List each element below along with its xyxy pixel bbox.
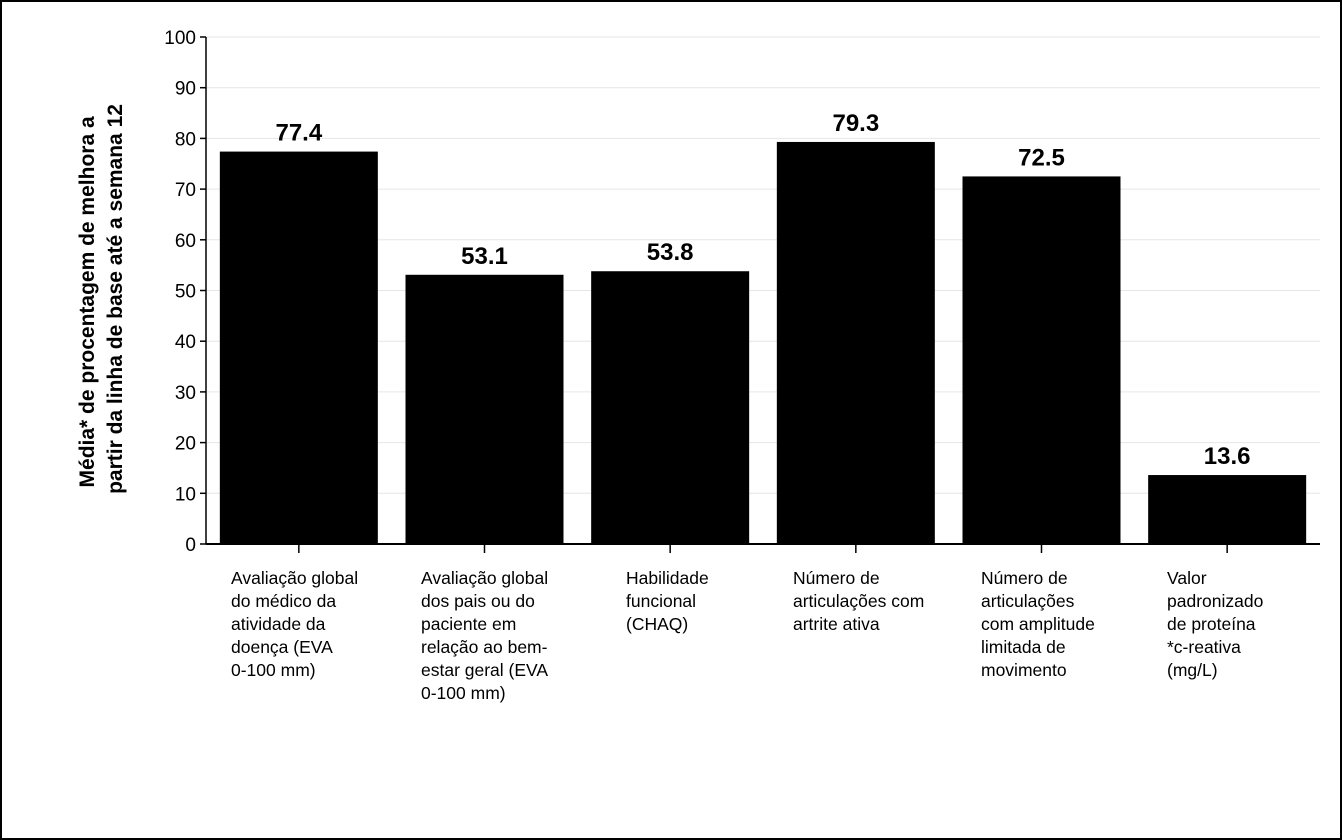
category-label: Avaliação global do médico da atividade … xyxy=(231,568,359,680)
bar xyxy=(219,151,378,544)
bar xyxy=(776,141,935,544)
y-axis-ticks: 0 10 20 30 40 50 60 70 80 90 100 xyxy=(164,28,206,556)
category-label: Avaliação global dos pais ou do paciente… xyxy=(421,568,549,703)
bar-value-label: 79.3 xyxy=(832,110,879,137)
y-axis-title-line-1: Média* de procentagem de melhora a xyxy=(76,116,99,487)
bars xyxy=(219,141,1307,545)
y-tick-label: 60 xyxy=(175,231,196,252)
x-axis-ticks xyxy=(298,544,1228,553)
y-tick-label: 50 xyxy=(175,282,196,303)
y-axis-title-line-2: partir da linha de base até a semana 12 xyxy=(104,104,127,494)
y-tick-label: 0 xyxy=(185,535,196,556)
bar-value-label: 72.5 xyxy=(1018,144,1065,171)
bar xyxy=(405,274,564,544)
bar-value-label: 77.4 xyxy=(275,120,322,147)
y-tick-label: 100 xyxy=(164,28,196,49)
y-axis-title: Média* de procentagem de melhora a parti… xyxy=(76,104,127,494)
y-tick-label: 70 xyxy=(175,180,196,201)
y-tick-label: 30 xyxy=(175,383,196,404)
bar xyxy=(591,271,750,544)
value-labels: 77.4 53.1 53.8 79.3 72.5 13.6 xyxy=(275,110,1250,470)
y-tick-label: 20 xyxy=(175,434,196,455)
y-tick-label: 80 xyxy=(175,129,196,150)
bar xyxy=(1148,475,1307,544)
category-label: Número de articulações com artrite ativa xyxy=(793,568,925,634)
category-label: Habilidade funcional (CHAQ) xyxy=(626,568,709,634)
bar xyxy=(962,176,1121,545)
category-label: Valor padronizado de proteína *c-reativa… xyxy=(1167,568,1264,680)
bar-value-label: 53.1 xyxy=(461,243,508,270)
y-tick-label: 90 xyxy=(175,79,196,100)
gridlines xyxy=(206,36,1320,494)
bar-value-label: 53.8 xyxy=(647,239,694,266)
category-label: Número de articulações com amplitude lim… xyxy=(981,568,1095,680)
bar-value-label: 13.6 xyxy=(1204,443,1251,470)
y-tick-label: 10 xyxy=(175,484,196,505)
y-tick-label: 40 xyxy=(175,332,196,353)
